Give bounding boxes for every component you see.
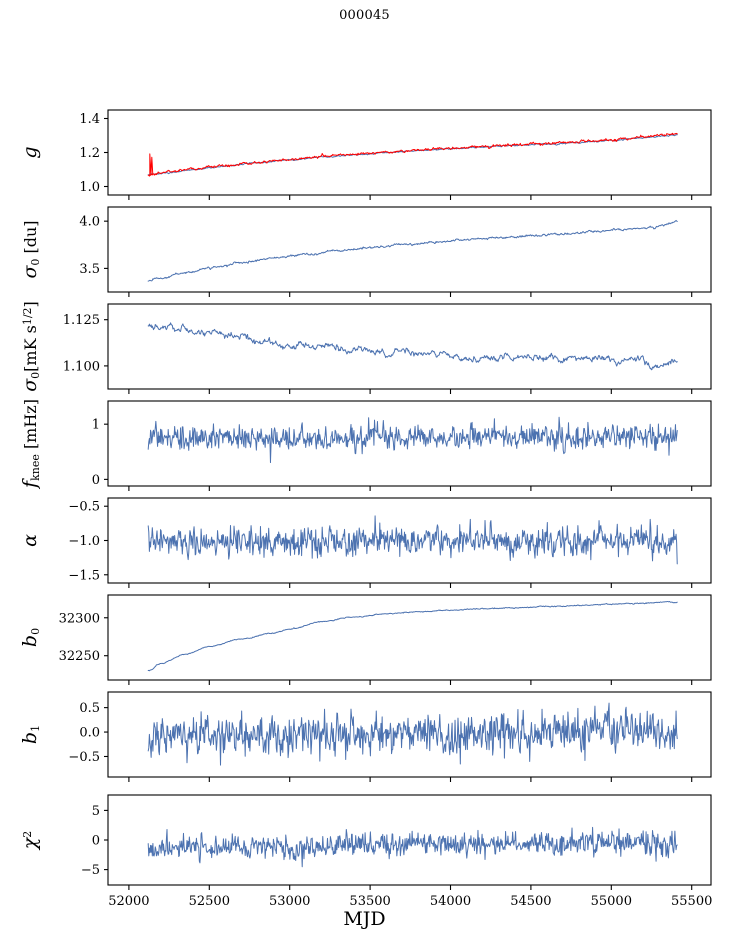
y-axis-label: σ0[mK s1/2]	[19, 301, 42, 392]
y-axis-label: g	[19, 146, 41, 158]
series-chi2	[147, 826, 678, 868]
series-sigma0_mk	[147, 322, 678, 371]
y-tick-label: −5	[81, 863, 100, 878]
x-tick-label: 54000	[430, 894, 471, 909]
y-tick-label: −0.5	[68, 500, 100, 515]
figure-title: 000045	[339, 8, 390, 23]
y-tick-label: 0	[92, 473, 100, 488]
y-axis-label: χ2	[19, 831, 41, 852]
x-tick-label: 53500	[349, 894, 390, 909]
y-tick-label: 1.0	[79, 180, 100, 195]
x-tick-label: 52000	[108, 894, 149, 909]
svg-text:b1: b1	[19, 725, 42, 744]
y-tick-label: 0.5	[79, 701, 100, 716]
y-tick-label: 1.100	[63, 359, 100, 374]
panel-gain: 1.0 1.2 1.4 g	[0, 70, 729, 245]
y-tick-label: −0.5	[68, 750, 100, 765]
series-fknee	[147, 416, 678, 464]
y-axis-label: α	[19, 534, 41, 547]
svg-text:α: α	[19, 534, 41, 547]
y-axis-label: b0	[19, 628, 42, 647]
y-tick-label: 5	[92, 804, 100, 819]
x-tick-label: 52500	[189, 894, 230, 909]
svg-text:σ0 [du]: σ0 [du]	[19, 220, 42, 278]
y-axis-label: σ0 [du]	[19, 220, 42, 278]
panel-alpha: −0.5 −1.0 −1.5 α	[0, 458, 729, 633]
panel-sigma0-mk: 1.100 1.125 σ0[mK s1/2]	[0, 264, 729, 439]
svg-text:σ0[mK s1/2]: σ0[mK s1/2]	[19, 301, 42, 392]
panel-chi2: −5 0 5 52000 52500 53000 53500 54000 54500 55000 5…	[0, 755, 729, 935]
y-tick-label: 32250	[59, 649, 100, 664]
series-raw	[147, 132, 678, 177]
y-tick-label: 4.0	[79, 215, 100, 230]
x-tick-label: 53000	[269, 894, 310, 909]
y-tick-label: 32300	[59, 611, 100, 626]
series-alpha	[147, 515, 678, 565]
x-tick-label: 55000	[591, 894, 632, 909]
y-tick-label: −1.5	[68, 568, 100, 583]
x-axis-label: MJD	[343, 908, 386, 930]
series-b1	[147, 702, 678, 766]
y-tick-label: 3.5	[79, 262, 100, 277]
y-tick-label: −1.0	[68, 534, 100, 549]
svg-text:g: g	[19, 146, 41, 158]
svg-text:fknee [mHz]: fknee [mHz]	[19, 399, 42, 490]
series-sigma0	[147, 219, 678, 282]
y-tick-label: 0	[92, 834, 100, 849]
axes-frame	[107, 206, 712, 293]
panel-sigma0-du: 3.5 4.0 σ0 [du]	[0, 167, 729, 342]
y-tick-label: 1.125	[63, 313, 100, 328]
panel-fknee: 0 1 fknee [mHz]	[0, 361, 729, 536]
axes-frame	[107, 303, 712, 390]
panel-b0: 32250 32300 b0	[0, 555, 729, 730]
series-b0	[147, 600, 678, 672]
y-tick-label: 1.2	[79, 146, 100, 161]
axes-frame	[107, 109, 712, 196]
x-tick-label: 55500	[671, 894, 712, 909]
svg-text:b0: b0	[19, 628, 42, 647]
y-tick-label: 0.0	[79, 726, 100, 741]
y-axis-label: b1	[19, 725, 42, 744]
axes-frame	[107, 594, 712, 681]
panel-b1: −0.5 0.0 0.5 b1	[0, 652, 729, 827]
y-tick-label: 1.4	[79, 112, 100, 127]
y-tick-label: 1	[92, 418, 100, 433]
svg-text:χ2: χ2	[19, 831, 41, 852]
y-axis-label: fknee [mHz]	[19, 399, 42, 490]
x-tick-label: 54500	[510, 894, 551, 909]
